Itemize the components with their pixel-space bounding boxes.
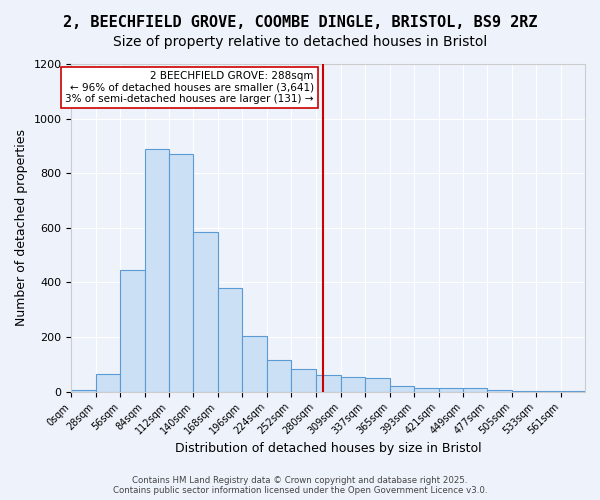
Bar bbox=[316, 376, 341, 392]
Text: Size of property relative to detached houses in Bristol: Size of property relative to detached ho… bbox=[113, 35, 487, 49]
Bar bbox=[71, 390, 96, 392]
Bar bbox=[218, 288, 242, 392]
Bar bbox=[169, 154, 193, 392]
Bar bbox=[439, 388, 463, 392]
Bar bbox=[341, 376, 365, 392]
Bar bbox=[487, 390, 512, 392]
Bar bbox=[267, 360, 291, 392]
Bar bbox=[145, 148, 169, 392]
Bar bbox=[120, 270, 145, 392]
Bar bbox=[193, 232, 218, 392]
Bar bbox=[365, 378, 389, 392]
Bar bbox=[291, 368, 316, 392]
Y-axis label: Number of detached properties: Number of detached properties bbox=[15, 130, 28, 326]
X-axis label: Distribution of detached houses by size in Bristol: Distribution of detached houses by size … bbox=[175, 442, 482, 455]
Bar bbox=[389, 386, 414, 392]
Bar bbox=[536, 391, 560, 392]
Text: Contains HM Land Registry data © Crown copyright and database right 2025.
Contai: Contains HM Land Registry data © Crown c… bbox=[113, 476, 487, 495]
Bar bbox=[96, 374, 120, 392]
Bar bbox=[512, 391, 536, 392]
Bar bbox=[242, 336, 267, 392]
Text: 2 BEECHFIELD GROVE: 288sqm
← 96% of detached houses are smaller (3,641)
3% of se: 2 BEECHFIELD GROVE: 288sqm ← 96% of deta… bbox=[65, 71, 314, 104]
Text: 2, BEECHFIELD GROVE, COOMBE DINGLE, BRISTOL, BS9 2RZ: 2, BEECHFIELD GROVE, COOMBE DINGLE, BRIS… bbox=[63, 15, 537, 30]
Bar bbox=[414, 388, 439, 392]
Bar bbox=[560, 391, 585, 392]
Bar bbox=[463, 388, 487, 392]
